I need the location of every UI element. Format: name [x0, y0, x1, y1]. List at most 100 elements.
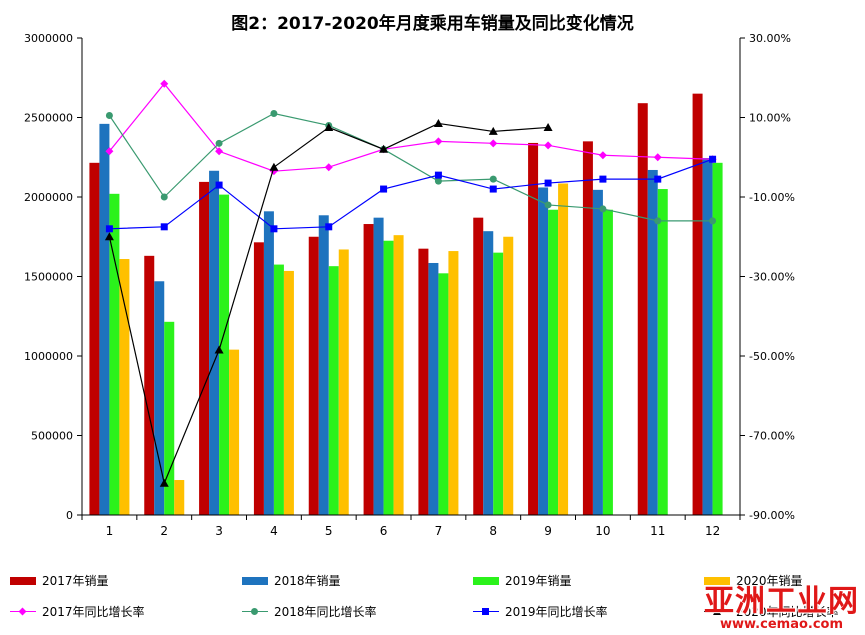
legend-line-swatch-2020: [704, 607, 730, 617]
bar-2019年销量-12: [712, 162, 723, 515]
x-tick-label: 1: [106, 524, 114, 538]
y-right-tick-label: 30.00%: [749, 32, 791, 45]
watermark-logo: 亚洲工业网 www.cemao.com: [704, 586, 859, 632]
point-2018年同比增长率-4: [270, 110, 278, 118]
legend-swatch-2017: [10, 576, 36, 585]
chart-title: 图2：2017-2020年月度乘用车销量及同比变化情况: [231, 14, 634, 34]
bar-2020年销量-6: [393, 235, 404, 515]
bar-2018年销量-6: [373, 217, 384, 516]
point-2018年同比增长率-7: [434, 177, 442, 185]
x-tick-label: 4: [270, 524, 278, 538]
bar-2020年销量-3: [229, 349, 240, 515]
x-tick-label: 11: [650, 524, 665, 538]
y-left-tick-label: 0: [66, 509, 73, 522]
y-left-tick-label: 2500000: [24, 112, 73, 125]
bar-2020年销量-4: [283, 270, 294, 515]
y-right-tick-label: -70.00%: [749, 430, 795, 443]
bar-2017年销量-7: [418, 248, 429, 516]
y-right-tick-label: -10.00%: [749, 191, 795, 204]
point-2019年同比增长率-10: [599, 175, 607, 183]
point-2018年同比增长率-11: [654, 217, 662, 225]
bar-2017年销量-10: [582, 141, 593, 515]
point-2019年同比增长率-12: [709, 155, 717, 163]
y-right-tick-label: -50.00%: [749, 350, 795, 363]
bar-2019年销量-9: [548, 209, 559, 515]
legend-item-line-2019: 2019年同比增长率: [473, 603, 608, 620]
bar-2019年销量-1: [109, 193, 120, 515]
bar-2019年销量-10: [602, 209, 613, 515]
x-tick-label: 3: [215, 524, 223, 538]
bar-2020年销量-9: [558, 183, 569, 516]
bar-2018年销量-10: [592, 189, 603, 515]
legend-item-line-2020: 2020年同比增长率: [704, 603, 839, 620]
y-right-tick-label: 10.00%: [749, 112, 791, 125]
legend-swatch-2019: [473, 576, 499, 585]
point-2019年同比增长率-8: [489, 185, 497, 193]
point-2018年同比增长率-10: [599, 205, 607, 213]
x-tick-label: 5: [325, 524, 333, 538]
y-right-tick-label: -30.00%: [749, 271, 795, 284]
point-2019年同比增长率-6: [380, 185, 388, 193]
bar-2017年销量-3: [199, 181, 210, 515]
point-2017年同比增长率-2: [160, 79, 169, 88]
point-2020年同比增长率-6: [379, 144, 389, 153]
line-2017年同比增长率: [108, 82, 713, 172]
bar-2019年销量-3: [219, 194, 230, 516]
bar-2019年销量-6: [383, 240, 394, 515]
point-2018年同比增长率-2: [160, 193, 168, 201]
bar-2019年销量-5: [328, 266, 339, 515]
point-2020年同比增长率-5: [324, 122, 334, 131]
watermark-sub: www.cemao.com: [719, 617, 844, 632]
line-2019年同比增长率: [109, 158, 713, 230]
legend-swatch-2018: [242, 576, 268, 585]
bar-2017年销量-9: [528, 142, 539, 515]
point-2017年同比增长率-11: [653, 153, 662, 162]
bar-2018年销量-2: [154, 281, 165, 515]
legend-item-bar-2020: 2020年销量: [704, 572, 803, 589]
bar-2019年销量-2: [164, 321, 175, 515]
point-2017年同比增长率-1: [105, 147, 114, 156]
bar-2020年销量-7: [448, 251, 459, 515]
bar-2020年销量-8: [503, 236, 514, 515]
point-2020年同比增长率-8: [488, 126, 498, 135]
legend-item-line-2017: 2017年同比增长率: [10, 603, 145, 620]
legend-item-bar-2019: 2019年销量: [473, 572, 572, 589]
legend-line-label-2020: 2020年同比增长率: [736, 605, 839, 619]
y-left-tick-label: 2000000: [24, 191, 73, 204]
legend-swatch-2020: [704, 576, 730, 585]
point-2020年同比增长率-1: [104, 232, 114, 241]
point-2017年同比增长率-3: [215, 147, 224, 156]
point-2019年同比增长率-4: [270, 225, 278, 233]
y-right-tick-label: -90.00%: [749, 509, 795, 522]
y-left-tick-label: 500000: [31, 430, 73, 443]
legend-line-swatch-2019: [473, 607, 499, 617]
point-2019年同比增长率-11: [654, 175, 662, 183]
bar-2019年销量-11: [657, 189, 668, 516]
bar-2019年销量-8: [493, 252, 504, 515]
legend-label-2017: 2017年销量: [42, 574, 109, 588]
bar-2019年销量-7: [438, 273, 449, 515]
legend-item-bar-2018: 2018年销量: [242, 572, 341, 589]
point-2020年同比增长率-2: [159, 478, 169, 487]
bar-2018年销量-5: [318, 215, 329, 515]
point-2017年同比增长率-9: [544, 141, 553, 150]
point-2019年同比增长率-9: [544, 179, 552, 187]
point-2017年同比增长率-7: [434, 137, 443, 146]
legend-label-2019: 2019年销量: [505, 574, 572, 588]
y-left-tick-label: 1500000: [24, 271, 73, 284]
point-2018年同比增长率-3: [215, 139, 223, 147]
point-2019年同比增长率-5: [325, 223, 333, 231]
y-left-tick-label: 3000000: [24, 32, 73, 45]
bar-2018年销量-12: [702, 158, 713, 516]
bar-2017年销量-5: [308, 236, 319, 515]
point-2019年同比增长率-3: [215, 181, 223, 189]
bar-2017年销量-11: [637, 103, 648, 515]
point-2017年同比增长率-8: [489, 139, 498, 148]
x-tick-label: 6: [380, 524, 388, 538]
point-2018年同比增长率-12: [709, 217, 717, 225]
point-2019年同比增长率-1: [105, 225, 113, 233]
legend-line-swatch-2017: [10, 607, 36, 617]
bar-2018年销量-8: [483, 231, 494, 515]
point-2020年同比增长率-9: [543, 122, 553, 131]
